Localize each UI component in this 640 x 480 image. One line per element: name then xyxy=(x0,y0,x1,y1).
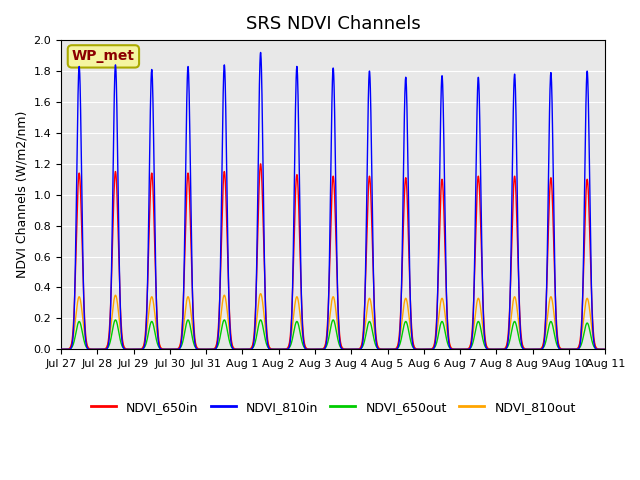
Y-axis label: NDVI Channels (W/m2/nm): NDVI Channels (W/m2/nm) xyxy=(15,111,28,278)
Legend: NDVI_650in, NDVI_810in, NDVI_650out, NDVI_810out: NDVI_650in, NDVI_810in, NDVI_650out, NDV… xyxy=(86,396,580,419)
Text: WP_met: WP_met xyxy=(72,49,135,63)
Title: SRS NDVI Channels: SRS NDVI Channels xyxy=(246,15,420,33)
